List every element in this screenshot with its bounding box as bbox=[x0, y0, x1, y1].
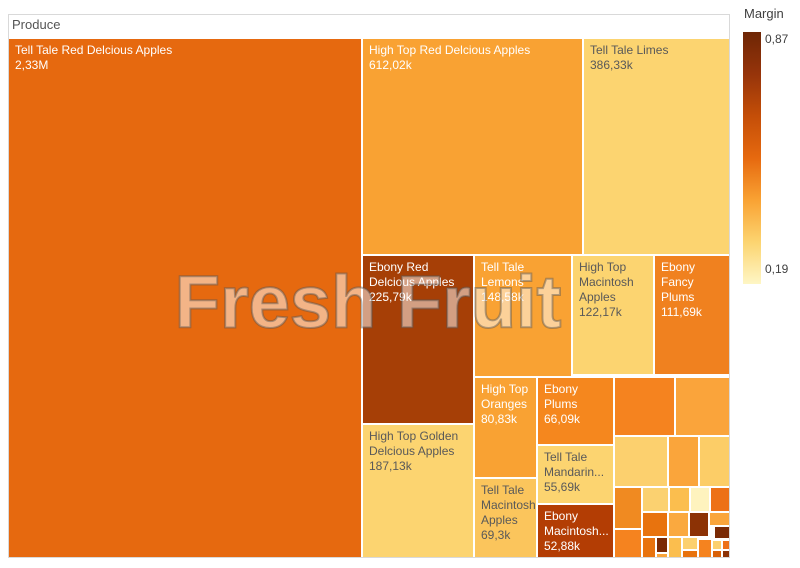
treemap-tile[interactable]: Tell Tale Limes 386,33k bbox=[584, 39, 729, 254]
tile-value: 148,58k bbox=[481, 290, 524, 304]
tile-value: 2,33M bbox=[15, 58, 49, 72]
treemap-tile-small[interactable] bbox=[669, 437, 698, 486]
tile-value: 386,33k bbox=[590, 58, 633, 72]
tile-label: High Top Red Delcious Apples bbox=[369, 43, 531, 57]
tile-label: Ebony Macintosh... bbox=[544, 509, 609, 538]
tile-label: Tell Tale Red Delcious Apples bbox=[15, 43, 173, 57]
treemap-tile[interactable]: Ebony Macintosh... 52,88k bbox=[538, 505, 613, 557]
treemap-tile-small[interactable] bbox=[657, 554, 667, 557]
tile-value: 111,69k bbox=[661, 305, 702, 319]
tile-label: Ebony Plums bbox=[544, 382, 579, 411]
tile-label: Ebony Red Delcious Apples bbox=[369, 260, 455, 289]
tile-value: 55,69k bbox=[544, 480, 581, 494]
treemap-tile-small[interactable] bbox=[657, 538, 667, 552]
chart-title: Produce bbox=[12, 17, 61, 32]
tile-value: 187,13k bbox=[369, 459, 412, 473]
treemap-tile-small[interactable] bbox=[710, 513, 729, 525]
treemap-tile[interactable]: Ebony Fancy Plums 111,69k bbox=[655, 256, 729, 374]
legend-title: Margin bbox=[744, 6, 784, 21]
treemap-tile[interactable]: Tell Tale Red Delcious Apples 2,33M bbox=[9, 39, 361, 557]
tile-label: Tell Tale Macintosh Apples bbox=[481, 483, 536, 527]
legend-max-value: 0,87 bbox=[765, 32, 789, 46]
tile-value: 612,02k bbox=[369, 58, 412, 72]
tile-value: 69,3k bbox=[481, 528, 511, 542]
treemap-tile[interactable]: Ebony Red Delcious Apples 225,79k bbox=[363, 256, 473, 423]
treemap-tile-small[interactable] bbox=[670, 488, 689, 511]
treemap-tile[interactable]: Tell Tale Lemons 148,58k bbox=[475, 256, 571, 376]
legend-min-value: 0,19 bbox=[765, 262, 789, 276]
treemap-tile-small[interactable] bbox=[615, 378, 674, 435]
treemap-tile-small[interactable] bbox=[699, 540, 711, 557]
tile-label: Tell Tale Lemons bbox=[481, 260, 525, 289]
legend-gradient-bar bbox=[743, 32, 761, 284]
treemap-tile-small[interactable] bbox=[643, 488, 668, 511]
treemap-tile-small[interactable] bbox=[713, 541, 721, 549]
treemap-tile[interactable]: Ebony Plums 66,09k bbox=[538, 378, 613, 444]
tile-label: High Top Golden Delcious Apples bbox=[369, 429, 459, 458]
tile-value: 66,09k bbox=[544, 412, 581, 426]
treemap-tile-small[interactable] bbox=[669, 513, 688, 536]
tile-label: Tell Tale Limes bbox=[590, 43, 669, 57]
treemap-tile-small[interactable] bbox=[683, 538, 697, 549]
treemap-tile-small[interactable] bbox=[669, 538, 681, 557]
treemap-tile-small[interactable] bbox=[713, 551, 721, 557]
treemap-tile[interactable]: Tell Tale Macintosh Apples 69,3k bbox=[475, 479, 536, 557]
treemap-tile[interactable]: Tell Tale Mandarin... 55,69k bbox=[538, 446, 613, 503]
tile-value: 52,88k bbox=[544, 539, 581, 553]
treemap-tile-small[interactable] bbox=[615, 437, 667, 486]
tile-label: High Top Oranges bbox=[481, 382, 529, 411]
treemap-tile-small[interactable] bbox=[723, 541, 729, 549]
treemap-tile-small[interactable] bbox=[615, 530, 641, 557]
treemap-tile-small[interactable] bbox=[683, 551, 697, 557]
treemap-tile-small[interactable] bbox=[643, 538, 655, 557]
treemap-tile-small[interactable] bbox=[700, 437, 729, 486]
tile-value: 225,79k bbox=[369, 290, 412, 304]
color-legend: Margin 0,87 0,19 bbox=[738, 6, 800, 296]
treemap-tile-small[interactable] bbox=[615, 488, 641, 528]
tile-label: High Top Macintosh Apples bbox=[579, 260, 634, 304]
treemap-tile-small[interactable] bbox=[715, 527, 729, 538]
tile-label: Ebony Fancy Plums bbox=[661, 260, 696, 304]
treemap-tile[interactable]: High Top Oranges 80,83k bbox=[475, 378, 536, 477]
treemap-tile[interactable]: High Top Red Delcious Apples 612,02k bbox=[363, 39, 582, 254]
tile-label: Tell Tale Mandarin... bbox=[544, 450, 605, 479]
treemap-tile-small[interactable] bbox=[643, 513, 667, 536]
treemap-tile-small[interactable] bbox=[711, 488, 729, 511]
treemap-tile-small[interactable] bbox=[723, 551, 729, 557]
treemap-tile-small[interactable] bbox=[676, 378, 729, 435]
treemap-tile-small[interactable] bbox=[690, 513, 708, 536]
treemap-tile-small[interactable] bbox=[691, 488, 709, 511]
treemap-tile[interactable]: High Top Macintosh Apples 122,17k bbox=[573, 256, 653, 374]
tile-value: 80,83k bbox=[481, 412, 518, 426]
tile-value: 122,17k bbox=[579, 305, 622, 319]
treemap-tile[interactable]: High Top Golden Delcious Apples 187,13k bbox=[363, 425, 473, 557]
